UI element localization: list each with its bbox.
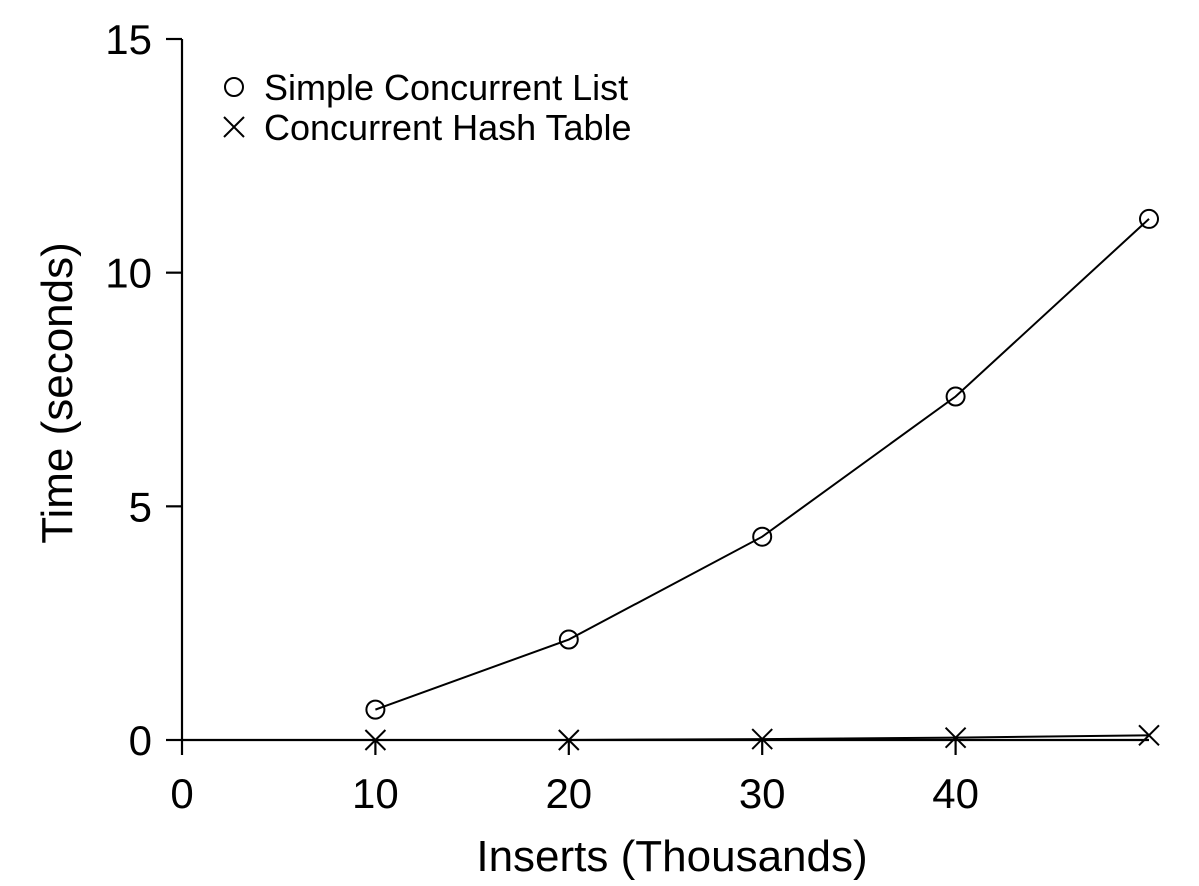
x-marker — [1138, 724, 1160, 747]
x-tick-label: 10 — [352, 770, 399, 817]
y-tick-label: 0 — [129, 717, 152, 764]
x-tick-label: 20 — [545, 770, 592, 817]
x-marker — [944, 726, 967, 749]
legend-circle-icon — [224, 77, 244, 97]
y-tick-label: 10 — [105, 250, 152, 297]
axis-ticks: 0 10 20 30 40 0 5 10 15 — [105, 16, 979, 817]
legend-label: Simple Concurrent List — [264, 67, 628, 108]
x-tick-label: 0 — [170, 770, 193, 817]
legend-x-icon — [223, 116, 245, 138]
y-tick-label: 5 — [129, 483, 152, 530]
series-line — [375, 218, 1150, 711]
x-marker — [364, 729, 387, 751]
x-marker-stroke-b — [1138, 724, 1160, 747]
circle-marker — [365, 699, 386, 720]
series-1 — [364, 724, 1160, 751]
circle-marker — [945, 386, 966, 407]
x-marker — [558, 729, 580, 751]
x-tick-label: 30 — [739, 770, 786, 817]
x-marker-stroke-b — [944, 726, 967, 749]
x-marker-stroke-b — [751, 728, 773, 750]
x-tick-label: 40 — [932, 770, 979, 817]
series-group — [364, 208, 1160, 751]
legend-x-icon-stroke-b — [223, 116, 245, 138]
legend-label: Concurrent Hash Table — [264, 107, 632, 148]
x-marker-stroke-b — [364, 729, 387, 751]
series-0 — [365, 208, 1159, 720]
x-marker-stroke-b — [558, 729, 580, 751]
y-tick-label: 15 — [105, 16, 152, 63]
circle-marker — [558, 629, 579, 650]
y-axis-title: Time (seconds) — [33, 242, 82, 544]
circle-marker — [752, 526, 773, 547]
x-marker — [751, 728, 773, 750]
circle-marker — [1139, 208, 1159, 229]
x-axis-title: Inserts (Thousands) — [476, 832, 867, 881]
